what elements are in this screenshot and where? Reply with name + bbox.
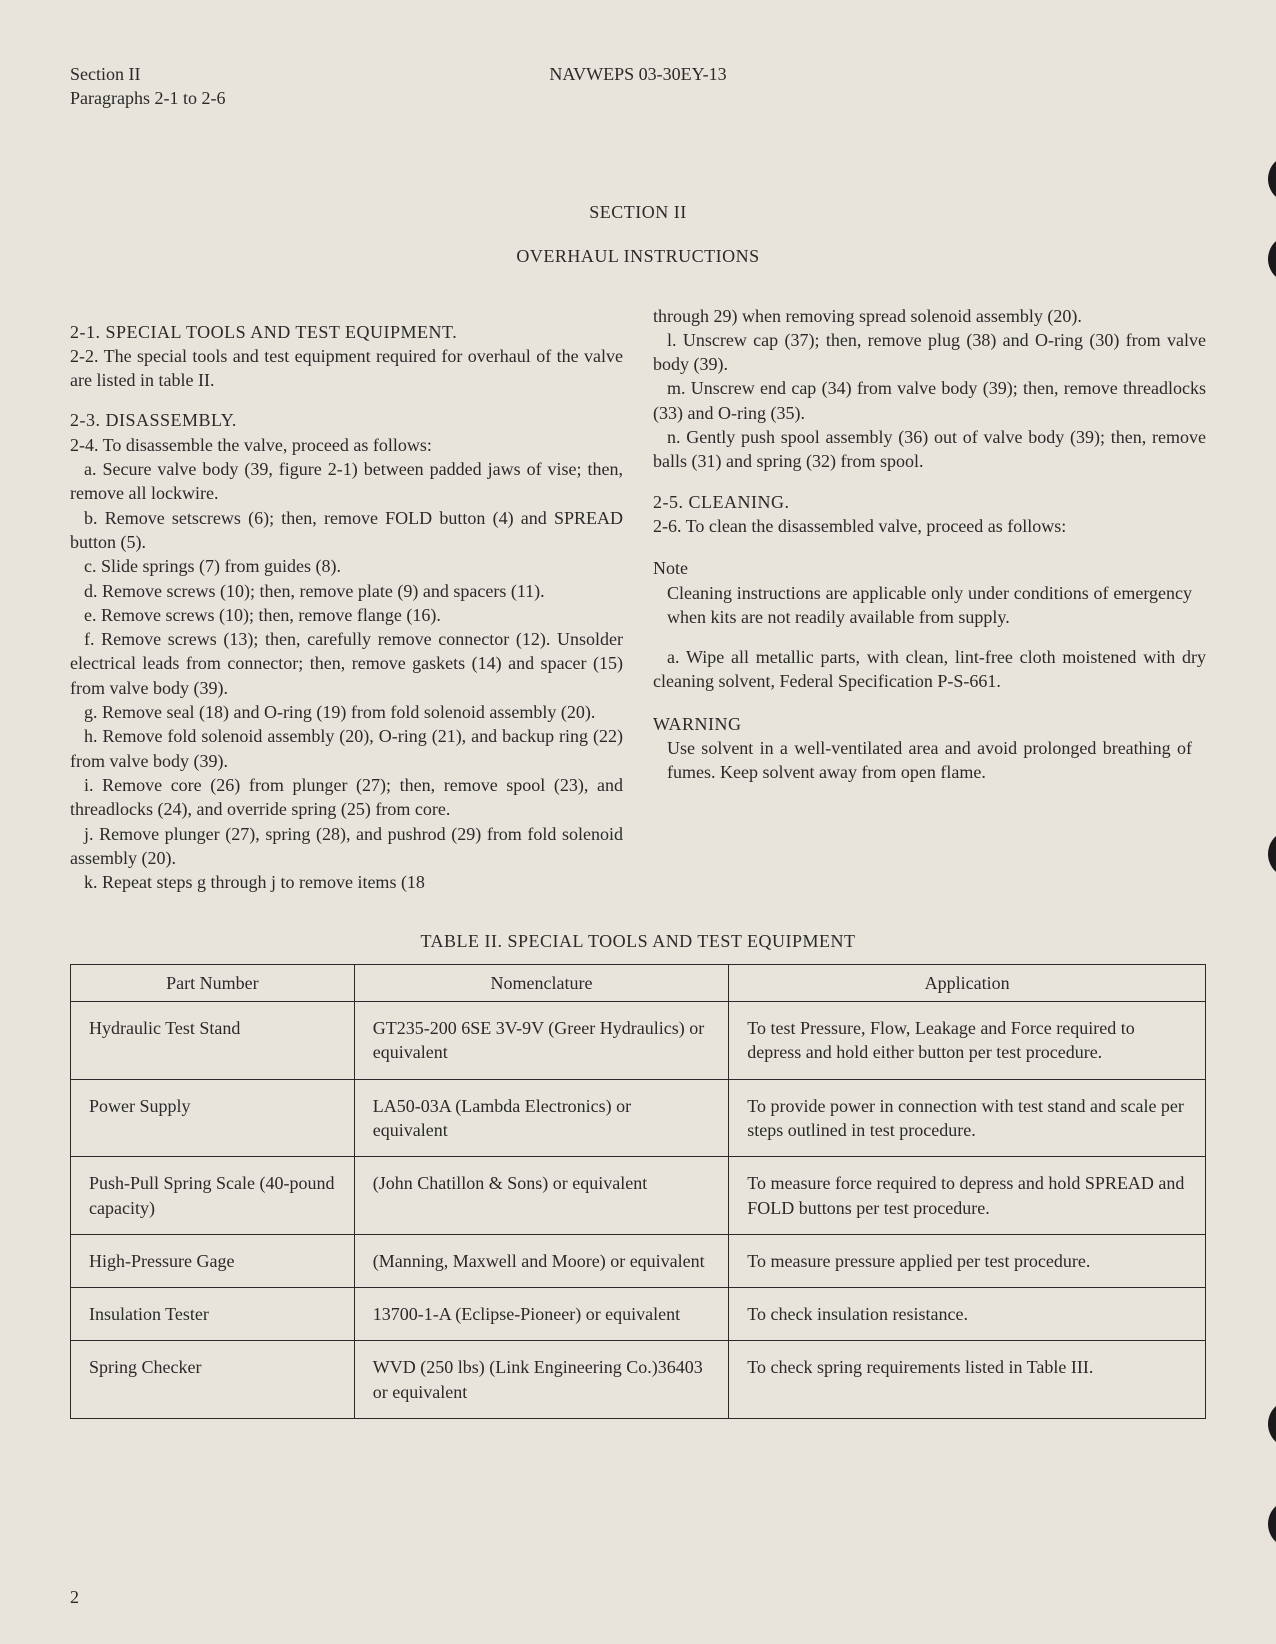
left-column: 2-1. SPECIAL TOOLS AND TEST EQUIPMENT. 2… bbox=[70, 304, 623, 895]
table-row: Push-Pull Spring Scale (40-pound capacit… bbox=[71, 1157, 1206, 1235]
table-cell: To check spring requirements listed in T… bbox=[729, 1341, 1206, 1419]
table-cell: LA50-03A (Lambda Electronics) or equival… bbox=[354, 1079, 729, 1157]
table-cell: Power Supply bbox=[71, 1079, 355, 1157]
table-cell: High-Pressure Gage bbox=[71, 1234, 355, 1287]
step-h: h. Remove fold solenoid assembly (20), O… bbox=[70, 724, 623, 773]
header-left: Section II Paragraphs 2-1 to 2-6 bbox=[70, 62, 225, 111]
para-2-4: 2-4. To disassemble the valve, proceed a… bbox=[70, 433, 623, 457]
step-b: b. Remove setscrews (6); then, remove FO… bbox=[70, 506, 623, 555]
step-e: e. Remove screws (10); then, remove flan… bbox=[70, 603, 623, 627]
step-c: c. Slide springs (7) from guides (8). bbox=[70, 554, 623, 578]
step-i: i. Remove core (26) from plunger (27); t… bbox=[70, 773, 623, 822]
table-row: Insulation Tester13700-1-A (Eclipse-Pion… bbox=[71, 1288, 1206, 1341]
table-cell: WVD (250 lbs) (Link Engineering Co.)3640… bbox=[354, 1341, 729, 1419]
binder-hole-icon bbox=[1268, 1500, 1276, 1548]
warning-label: WARNING bbox=[653, 712, 1206, 736]
section-title: SECTION II bbox=[70, 200, 1206, 224]
heading-2-1: 2-1. SPECIAL TOOLS AND TEST EQUIPMENT. bbox=[70, 320, 623, 344]
para-2-6: 2-6. To clean the disassembled valve, pr… bbox=[653, 514, 1206, 538]
table-row: High-Pressure Gage(Manning, Maxwell and … bbox=[71, 1234, 1206, 1287]
body-columns: 2-1. SPECIAL TOOLS AND TEST EQUIPMENT. 2… bbox=[70, 304, 1206, 895]
header-paragraphs: Paragraphs 2-1 to 2-6 bbox=[70, 86, 225, 110]
binder-hole-icon bbox=[1268, 235, 1276, 283]
binder-hole-icon bbox=[1268, 830, 1276, 878]
para-2-2: 2-2. The special tools and test equipmen… bbox=[70, 344, 623, 393]
table-col-part-number: Part Number bbox=[71, 964, 355, 1001]
table-row: Spring CheckerWVD (250 lbs) (Link Engine… bbox=[71, 1341, 1206, 1419]
table-caption: TABLE II. SPECIAL TOOLS AND TEST EQUIPME… bbox=[70, 929, 1206, 953]
step-d: d. Remove screws (10); then, remove plat… bbox=[70, 579, 623, 603]
table-cell: To measure force required to depress and… bbox=[729, 1157, 1206, 1235]
step-k-cont: through 29) when removing spread solenoi… bbox=[653, 304, 1206, 328]
binder-hole-icon bbox=[1268, 1400, 1276, 1448]
step-n: n. Gently push spool assembly (36) out o… bbox=[653, 425, 1206, 474]
table-col-application: Application bbox=[729, 964, 1206, 1001]
table-cell: (Manning, Maxwell and Moore) or equivale… bbox=[354, 1234, 729, 1287]
table-cell: Push-Pull Spring Scale (40-pound capacit… bbox=[71, 1157, 355, 1235]
step-g: g. Remove seal (18) and O-ring (19) from… bbox=[70, 700, 623, 724]
step-l: l. Unscrew cap (37); then, remove plug (… bbox=[653, 328, 1206, 377]
step-k: k. Repeat steps g through j to remove it… bbox=[70, 870, 623, 894]
heading-2-3: 2-3. DISASSEMBLY. bbox=[70, 408, 623, 432]
table-cell: To check insulation resistance. bbox=[729, 1288, 1206, 1341]
table-cell: Hydraulic Test Stand bbox=[71, 1002, 355, 1080]
table-cell: To provide power in connection with test… bbox=[729, 1079, 1206, 1157]
table-cell: To test Pressure, Flow, Leakage and Forc… bbox=[729, 1002, 1206, 1080]
table-row: Power SupplyLA50-03A (Lambda Electronics… bbox=[71, 1079, 1206, 1157]
header-section: Section II bbox=[70, 62, 225, 86]
clean-step-a: a. Wipe all metallic parts, with clean, … bbox=[653, 645, 1206, 694]
warning-body: Use solvent in a well-ventilated area an… bbox=[667, 736, 1192, 785]
table-col-nomenclature: Nomenclature bbox=[354, 964, 729, 1001]
binder-hole-icon bbox=[1268, 155, 1276, 203]
right-column: through 29) when removing spread solenoi… bbox=[653, 304, 1206, 895]
step-f: f. Remove screws (13); then, carefully r… bbox=[70, 627, 623, 700]
table-header-row: Part Number Nomenclature Application bbox=[71, 964, 1206, 1001]
tools-table: Part Number Nomenclature Application Hyd… bbox=[70, 964, 1206, 1419]
note-label: Note bbox=[653, 556, 1206, 580]
table-cell: (John Chatillon & Sons) or equivalent bbox=[354, 1157, 729, 1235]
note-body: Cleaning instructions are applicable onl… bbox=[667, 581, 1192, 630]
step-m: m. Unscrew end cap (34) from valve body … bbox=[653, 376, 1206, 425]
step-a: a. Secure valve body (39, figure 2-1) be… bbox=[70, 457, 623, 506]
page-number: 2 bbox=[70, 1585, 79, 1609]
table-cell: To measure pressure applied per test pro… bbox=[729, 1234, 1206, 1287]
table-cell: Spring Checker bbox=[71, 1341, 355, 1419]
table-cell: Insulation Tester bbox=[71, 1288, 355, 1341]
step-j: j. Remove plunger (27), spring (28), and… bbox=[70, 822, 623, 871]
heading-2-5: 2-5. CLEANING. bbox=[653, 490, 1206, 514]
table-cell: 13700-1-A (Eclipse-Pioneer) or equivalen… bbox=[354, 1288, 729, 1341]
table-row: Hydraulic Test StandGT235-200 6SE 3V-9V … bbox=[71, 1002, 1206, 1080]
header-doc-id: NAVWEPS 03-30EY-13 bbox=[549, 62, 726, 86]
section-subtitle: OVERHAUL INSTRUCTIONS bbox=[70, 244, 1206, 268]
table-cell: GT235-200 6SE 3V-9V (Greer Hydraulics) o… bbox=[354, 1002, 729, 1080]
